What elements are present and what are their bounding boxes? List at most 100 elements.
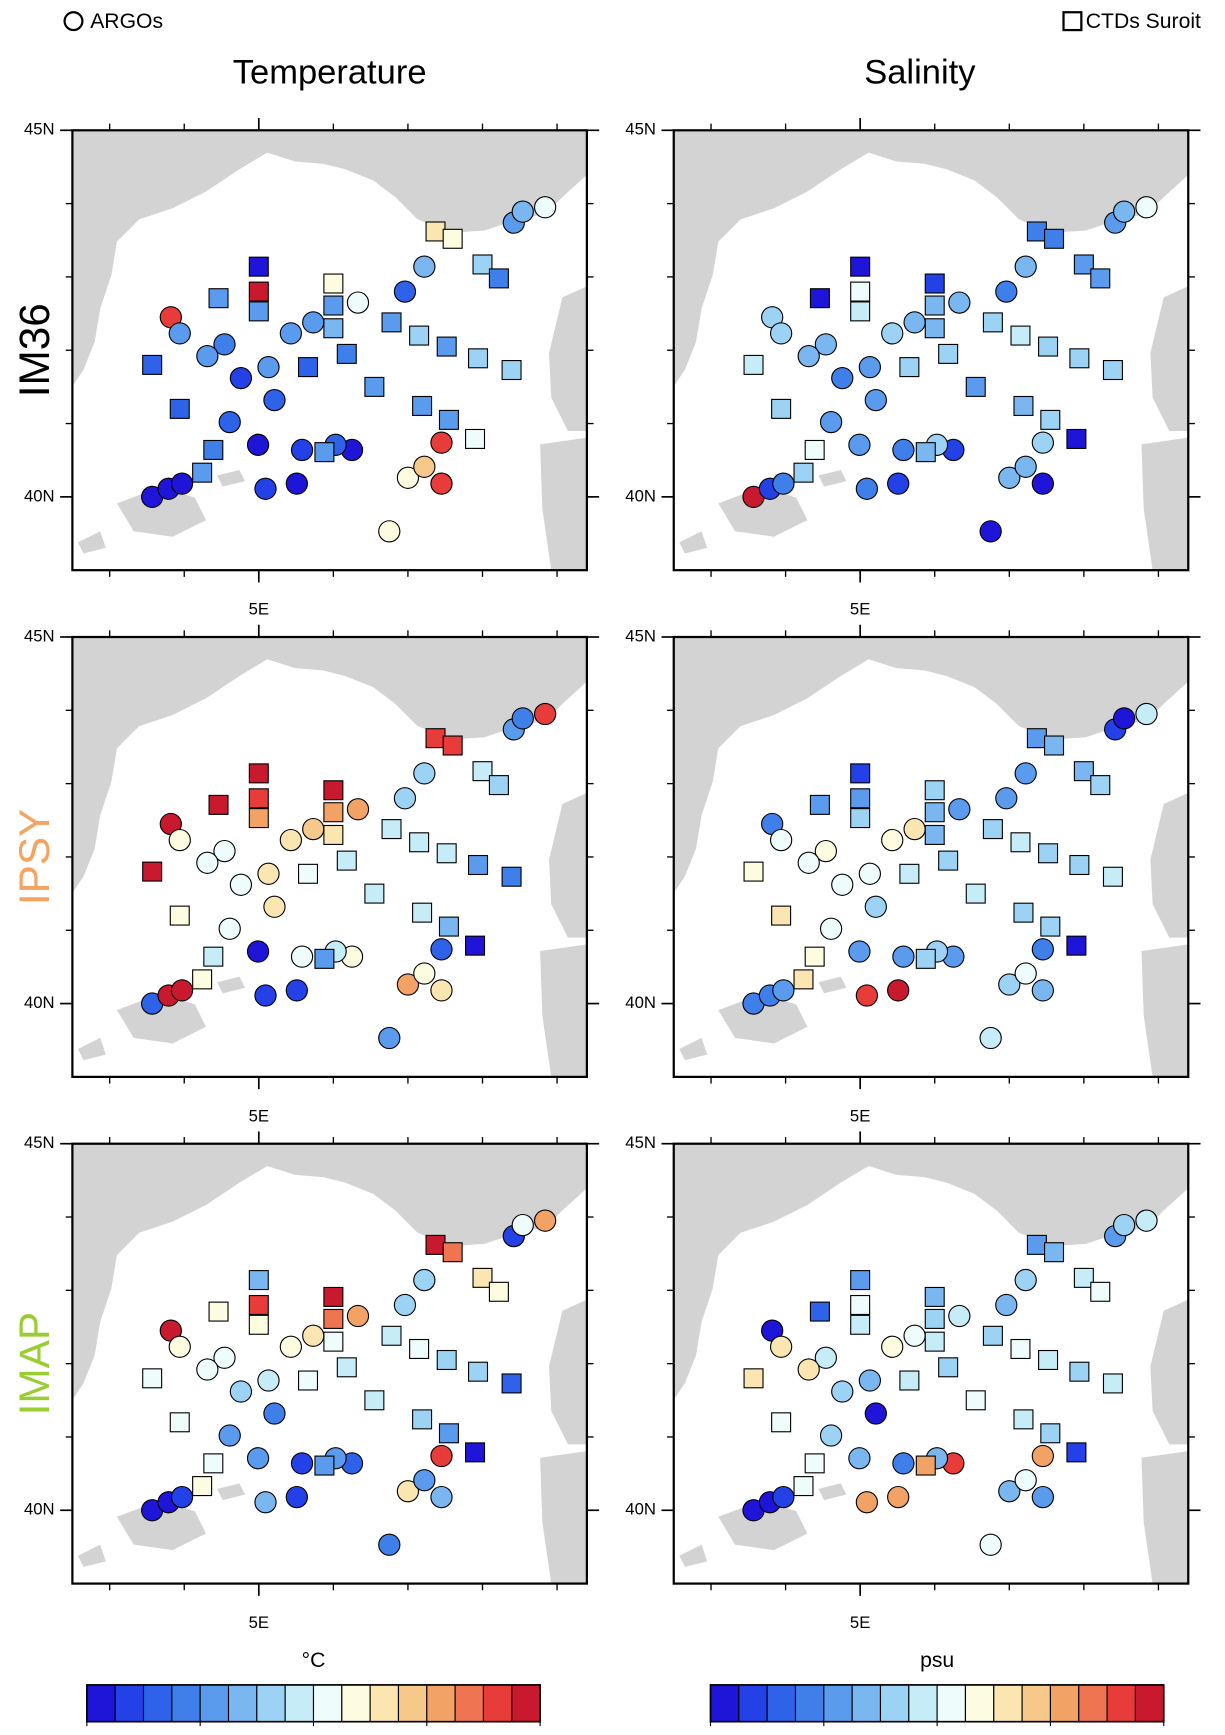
argo-point (1014, 455, 1037, 478)
argo-point (302, 817, 325, 841)
argo-point (864, 1402, 887, 1425)
argo-point (855, 984, 879, 1007)
argo-point (814, 1346, 837, 1369)
argo-point (533, 196, 557, 219)
ctd-point (438, 916, 459, 937)
ctd-point (248, 1294, 269, 1316)
map-panel: 5E 40N 45N (625, 624, 1201, 1125)
ctd-point (1066, 428, 1087, 449)
ctd-point (323, 295, 344, 316)
ctd-point (436, 1349, 457, 1371)
argo-point (855, 477, 879, 500)
colorbar-tick-label: -0.2 (69, 1732, 105, 1735)
ctd-point (323, 1308, 344, 1329)
ctd-point (142, 354, 163, 375)
ctd-point (915, 442, 936, 463)
argo-point (170, 1485, 194, 1509)
argo-point (864, 388, 887, 412)
column-title: Temperature (233, 54, 427, 92)
ctd-point (467, 1361, 489, 1382)
ctd-point (924, 1308, 945, 1329)
ctd-point (850, 1294, 871, 1316)
colorbar-tick-label: 0.1 (1149, 1732, 1178, 1735)
argo-point (979, 1533, 1002, 1556)
argo-point (533, 702, 557, 726)
ctd-point (314, 442, 335, 463)
ctd-point (850, 1314, 871, 1335)
y-tick-label: 45N (24, 120, 55, 139)
y-tick-label: 40N (625, 993, 656, 1012)
panel-frame (672, 129, 1190, 572)
ctd-point (442, 1242, 463, 1263)
argo-point (254, 477, 277, 500)
ctd-point (323, 824, 344, 845)
ctd-point (297, 357, 319, 378)
ctd-point (743, 1368, 764, 1389)
colorbar-swatch (794, 1684, 825, 1723)
x-tick-label: 5E (850, 1106, 870, 1125)
ctd-point (1073, 254, 1094, 275)
argo-point (995, 1293, 1018, 1317)
ctd-point (208, 288, 229, 309)
argo-point (948, 291, 971, 314)
ctd-point (850, 788, 871, 809)
panel-frame (672, 1142, 1190, 1585)
argo-point (393, 787, 417, 810)
argo-point (1014, 1268, 1037, 1292)
ctd-point (314, 948, 335, 969)
argo-point (263, 895, 286, 918)
colorbar-unit: °C (302, 1649, 326, 1672)
argo-point (1014, 762, 1037, 785)
ctd-point (899, 357, 920, 378)
argo-point (279, 828, 302, 852)
ctd-point (248, 763, 269, 784)
x-tick-label: 5E (850, 600, 870, 619)
ctd-point (203, 946, 224, 967)
ctd-point (771, 1412, 792, 1433)
ctd-point (425, 221, 446, 242)
argo-point (903, 817, 926, 841)
argo-point (979, 1026, 1002, 1050)
colorbar-swatch (851, 1684, 882, 1723)
ctd-point (381, 312, 402, 333)
ctd-point (501, 360, 522, 381)
y-tick-label: 40N (24, 1500, 55, 1519)
colorbar-swatch (171, 1684, 201, 1723)
colorbar-swatch (1021, 1684, 1051, 1723)
colorbar-swatch (341, 1684, 371, 1723)
colorbar-tick-label: 0 (308, 1732, 320, 1735)
argo-point (170, 472, 194, 495)
ctd-point (924, 824, 945, 845)
argo-point (855, 1491, 879, 1514)
colorbar-swatch (1049, 1684, 1080, 1723)
colorbar-tick-label: -0.1 (182, 1732, 218, 1735)
argo-point (998, 466, 1021, 489)
ctd-point (965, 376, 986, 397)
argo-point (1031, 472, 1054, 495)
argo-point (396, 1480, 420, 1503)
colorbar-swatch (426, 1684, 456, 1723)
ctd-point (248, 788, 269, 809)
ctd-point (938, 343, 959, 364)
argo-point (831, 366, 854, 390)
argo-point (302, 1324, 325, 1347)
ctd-point (192, 462, 213, 483)
ctd-point (465, 935, 486, 956)
argo-point (1135, 702, 1158, 726)
map-panel: 5E 40N 45N (625, 118, 1201, 619)
row-label: IMAP (11, 1312, 58, 1415)
argo-point (213, 839, 236, 863)
column-title: Salinity (864, 54, 976, 92)
argo-point (998, 1480, 1021, 1503)
ctd-point (248, 281, 269, 302)
argo-point (864, 895, 887, 918)
argo-point (858, 862, 881, 885)
legend-marker (1062, 11, 1083, 32)
argo-point (302, 311, 325, 334)
colorbar-swatch (199, 1684, 230, 1723)
ctd-point (924, 318, 945, 339)
ctd-point (924, 295, 945, 316)
ctd-point (192, 1476, 213, 1497)
argo-point (285, 979, 308, 1002)
argo-point (1014, 962, 1037, 985)
